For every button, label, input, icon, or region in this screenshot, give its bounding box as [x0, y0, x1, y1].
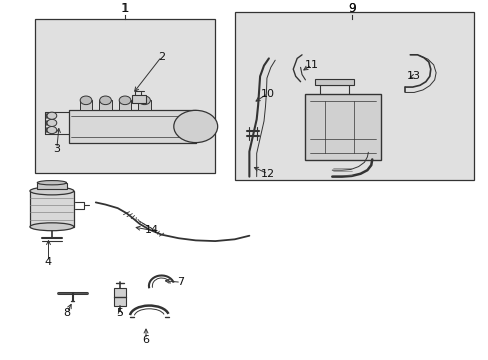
Text: 5: 5: [117, 308, 123, 318]
Bar: [132, 95, 146, 103]
Circle shape: [47, 119, 57, 126]
Ellipse shape: [30, 223, 74, 231]
Text: 14: 14: [144, 225, 159, 235]
Bar: [315, 79, 353, 85]
Text: 2: 2: [158, 51, 165, 62]
Bar: [69, 111, 195, 143]
Bar: [80, 100, 92, 111]
Text: 7: 7: [177, 277, 184, 287]
Text: 12: 12: [260, 169, 274, 179]
Circle shape: [47, 126, 57, 134]
Text: 13: 13: [407, 71, 420, 81]
Circle shape: [47, 112, 57, 119]
Circle shape: [80, 96, 92, 105]
Text: 1: 1: [121, 3, 129, 15]
Text: 4: 4: [45, 257, 52, 267]
Circle shape: [139, 96, 150, 105]
Bar: [99, 100, 112, 111]
Text: 10: 10: [261, 89, 274, 99]
Text: 1: 1: [121, 3, 128, 15]
Text: 6: 6: [142, 334, 149, 345]
Circle shape: [100, 96, 111, 105]
Bar: [30, 191, 74, 227]
Text: 11: 11: [304, 60, 318, 70]
Text: 9: 9: [347, 3, 355, 15]
Circle shape: [119, 96, 131, 105]
Text: 9: 9: [347, 3, 355, 15]
Text: 3: 3: [53, 144, 60, 154]
Ellipse shape: [37, 181, 66, 185]
Bar: [37, 183, 66, 189]
Bar: [138, 100, 151, 111]
Bar: [234, 12, 473, 180]
Bar: [305, 94, 380, 161]
Bar: [119, 100, 131, 111]
Bar: [35, 19, 215, 173]
Bar: [114, 288, 126, 306]
Text: 8: 8: [63, 308, 70, 318]
Circle shape: [173, 111, 217, 143]
Ellipse shape: [30, 187, 74, 195]
